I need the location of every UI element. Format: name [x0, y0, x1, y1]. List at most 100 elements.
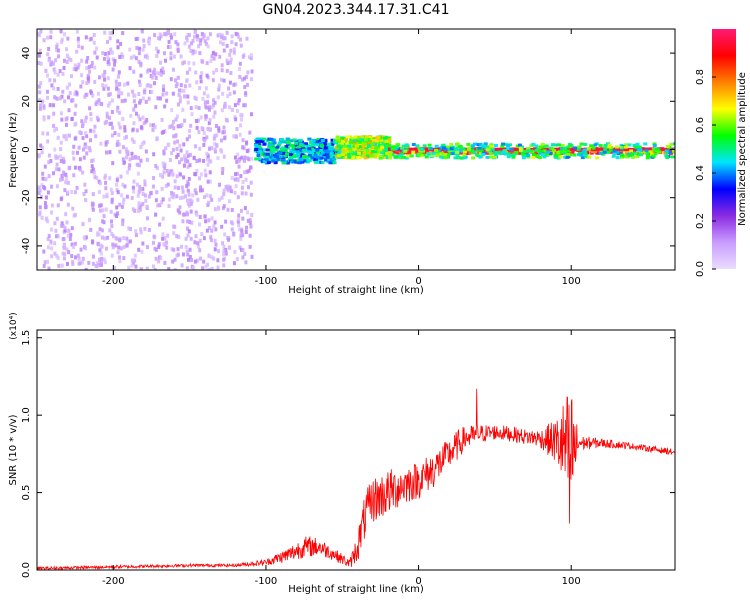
snr-x-axis-label: Height of straight line (km) — [288, 584, 424, 595]
spectrogram-cell — [140, 267, 144, 270]
spectrogram-cell — [377, 145, 382, 149]
spectrogram-cell — [135, 182, 139, 187]
spectrogram-cell — [343, 155, 348, 159]
spectrogram-cell — [65, 116, 69, 121]
spectrogram-cell — [56, 72, 60, 77]
spectrogram-cell — [213, 133, 217, 138]
spectrogram-cell — [120, 204, 124, 209]
spectrogram-cell — [651, 154, 656, 158]
spectrogram-cell — [205, 193, 209, 198]
spectrogram-cell — [62, 237, 66, 242]
spectrogram-cell — [537, 155, 542, 159]
spectrogram-cell — [119, 174, 123, 179]
spectrogram-cell — [636, 148, 641, 152]
spectrogram-cell — [387, 156, 392, 160]
spectrogram-cell — [301, 146, 306, 150]
spectrogram-cell — [137, 205, 141, 210]
spectrogram-cell — [62, 32, 66, 37]
spectrogram-cell — [136, 171, 140, 176]
spectrogram-cell — [145, 157, 149, 162]
spectrogram-cell — [196, 118, 200, 123]
spectrogram-cell — [228, 91, 232, 96]
spectrogram-cell — [48, 103, 52, 108]
spectrogram-cell — [220, 77, 224, 82]
spectrogram-cell — [289, 144, 294, 148]
spectrogram-cell — [173, 224, 177, 229]
spectrogram-cell — [356, 148, 361, 152]
spectrogram-cell — [113, 131, 117, 136]
spectrogram-cell — [241, 247, 245, 252]
spectrogram-cell — [103, 51, 107, 56]
spectrogram-cell — [650, 150, 655, 154]
spectrogram-cell — [38, 48, 42, 53]
spectrogram-cell — [37, 33, 41, 38]
spectrogram-cell — [118, 202, 122, 207]
spectrogram-cell — [202, 259, 206, 264]
spectrogram-cell — [313, 157, 318, 161]
spectrogram-cell — [337, 151, 342, 155]
spectrogram-cell — [198, 248, 202, 253]
spectrogram-cell — [552, 151, 557, 155]
spectrogram-cell — [566, 149, 571, 153]
spectrogram-cell — [170, 247, 174, 252]
spectrogram-cell — [99, 243, 103, 248]
spectrogram-cell — [182, 154, 186, 159]
spectrogram-cell — [78, 167, 82, 172]
spectrogram-cell — [54, 228, 58, 233]
spectrogram-cell — [123, 184, 127, 189]
spectrogram-cell — [435, 151, 440, 155]
spectrogram-cell — [153, 67, 157, 72]
spectrogram-cell — [110, 98, 114, 103]
spectrogram-cell — [155, 190, 159, 195]
spectrogram-cell — [234, 117, 238, 122]
spectrogram-cell — [214, 227, 218, 232]
spectrogram-cell — [209, 58, 213, 63]
spectrogram-cell — [185, 184, 189, 189]
spectrogram-cell — [220, 108, 224, 113]
spectrogram-cell — [74, 255, 78, 260]
spectrogram-cell — [160, 117, 164, 122]
spectrogram-cell — [169, 33, 173, 38]
spectrogram-cell — [167, 204, 171, 209]
spectrogram-cell — [68, 91, 72, 96]
spectrogram-cell — [462, 153, 467, 157]
spectrogram-cell — [198, 238, 202, 243]
spectrogram-cell — [221, 130, 225, 135]
spectrogram-cell — [248, 165, 252, 170]
spectrogram-cell — [60, 263, 64, 268]
spectrogram-cell — [654, 147, 659, 151]
spectrogram-cell — [171, 259, 175, 264]
spectrogram-cell — [143, 226, 147, 231]
spectrogram-cell — [196, 197, 200, 202]
spectrogram-cell — [144, 198, 148, 203]
spectrogram-cell — [657, 150, 662, 154]
spectrogram-cell — [543, 152, 548, 156]
spectrogram-cell — [72, 156, 76, 161]
spectrogram-cell — [224, 219, 228, 224]
spectrogram-cell — [220, 195, 224, 200]
spectrogram-cell — [64, 47, 68, 52]
spectrogram-cell — [207, 200, 211, 205]
spectrogram-cell — [198, 51, 202, 56]
spectrogram-cell — [205, 73, 209, 78]
spectrogram-cell — [185, 38, 189, 43]
spectrogram-cell — [81, 222, 85, 227]
spectrogram-cell — [59, 159, 63, 164]
spectrogram-cell — [162, 129, 166, 134]
spectrogram-cell — [477, 146, 482, 150]
spectrogram-cell — [85, 59, 89, 64]
spectrogram-cell — [233, 114, 237, 119]
spectrogram-cell — [55, 254, 59, 259]
spectrogram-cell — [189, 123, 193, 128]
spectrogram-cell — [186, 159, 190, 164]
spectrogram-cell — [485, 148, 490, 152]
spectrogram-cell — [76, 39, 80, 44]
spectrogram-cell — [123, 125, 127, 130]
spectrogram-cell — [88, 138, 92, 143]
spectrogram-cell — [205, 61, 209, 66]
spectrogram-cell — [189, 201, 193, 206]
spectrogram-cell — [96, 231, 100, 236]
spectrogram-cell — [208, 194, 212, 199]
spectrogram-cell — [92, 40, 96, 45]
spectrogram-cell — [138, 184, 142, 189]
